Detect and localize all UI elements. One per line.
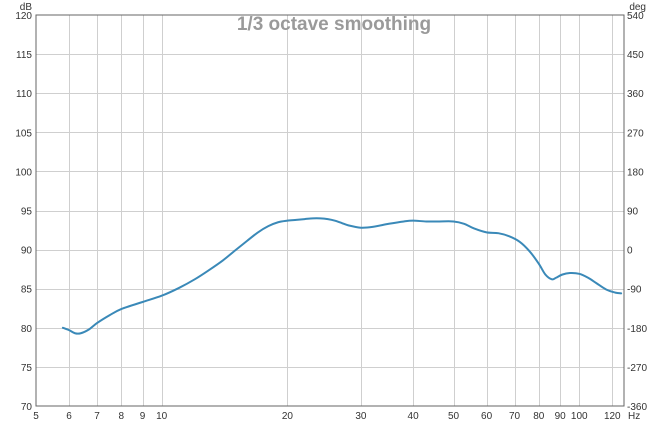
x-tick-label: 20 — [282, 411, 294, 422]
y-tick-label-left: 110 — [16, 89, 32, 100]
y-tick-label-left: 115 — [16, 50, 32, 61]
grid — [36, 15, 624, 406]
x-tick-label: 6 — [66, 411, 72, 422]
y-tick-label-left: 80 — [21, 324, 33, 335]
x-tick-label: 90 — [555, 411, 567, 422]
series-line — [61, 217, 623, 335]
x-tick-label: 70 — [509, 411, 521, 422]
y-tick-label-right: -180 — [627, 324, 647, 335]
x-tick-label: 100 — [571, 411, 588, 422]
x-tick-label: 8 — [118, 411, 124, 422]
y-tick-label-right: 180 — [627, 167, 644, 178]
y-axis-unit-right: deg — [629, 2, 646, 13]
y-tick-label-right: 450 — [627, 50, 644, 61]
y-tick-label-right: 540 — [627, 11, 644, 22]
y-tick-label-right: -90 — [627, 285, 642, 296]
y-tick-label-right: 270 — [627, 128, 644, 139]
x-tick-label: 30 — [355, 411, 367, 422]
y-tick-label-right: 360 — [627, 89, 644, 100]
series-layer — [61, 217, 623, 335]
x-tick-label: 5 — [33, 411, 39, 422]
y-tick-label-left: 120 — [15, 11, 32, 22]
y-tick-label-left: 95 — [21, 207, 33, 218]
y-tick-label-right: 90 — [627, 207, 639, 218]
y-tick-label-left: 75 — [21, 363, 33, 374]
y-tick-label-left: 90 — [21, 246, 33, 257]
x-tick-label: 7 — [94, 411, 100, 422]
y-tick-label-left: 100 — [15, 167, 32, 178]
chart-title: 1/3 octave smoothing — [237, 14, 431, 35]
y-tick-label-right: -270 — [627, 363, 647, 374]
x-axis-unit: Hz — [628, 411, 640, 422]
x-tick-label: 9 — [140, 411, 146, 422]
y-tick-label-left: 70 — [21, 402, 33, 413]
x-tick-label: 60 — [481, 411, 493, 422]
x-tick-label: 50 — [448, 411, 460, 422]
y-tick-label-right: -360 — [627, 402, 647, 413]
y-tick-label-left: 85 — [21, 285, 33, 296]
x-tick-label: 40 — [408, 411, 420, 422]
y-tick-label-right: 0 — [627, 246, 633, 257]
plot-frame — [35, 14, 625, 407]
tick-labels: 5 6 7 8 9 10 20 30 40 50 60 70 80 90 100 120 70 -360 75 -27… — [15, 11, 647, 422]
x-tick-label: 10 — [156, 411, 168, 422]
x-tick-label: 80 — [533, 411, 545, 422]
y-tick-label-left: 105 — [15, 128, 32, 139]
x-tick-label: 120 — [604, 411, 621, 422]
y-axis-unit-left: dB — [20, 2, 33, 13]
